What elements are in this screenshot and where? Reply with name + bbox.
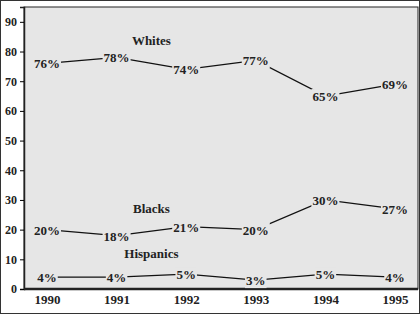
series-line bbox=[47, 274, 395, 280]
data-label-bg bbox=[106, 270, 128, 285]
y-tick-mark bbox=[20, 200, 24, 201]
data-label: 5% bbox=[316, 267, 336, 282]
x-tick: 1990 bbox=[35, 289, 61, 307]
y-tick-label: 10 bbox=[5, 253, 17, 267]
y-tick: 30 bbox=[5, 193, 24, 207]
y-tick-label: 20 bbox=[5, 223, 17, 237]
data-label-bg bbox=[33, 223, 61, 238]
data-label: 76% bbox=[34, 56, 60, 71]
data-label: 65% bbox=[312, 89, 338, 104]
x-tick-label: 1990 bbox=[35, 292, 61, 307]
y-tick: 20 bbox=[5, 223, 24, 237]
y-tick-mark bbox=[20, 230, 24, 231]
data-label-bg bbox=[384, 270, 406, 285]
data-label: 27% bbox=[382, 202, 408, 217]
data-label: 18% bbox=[104, 229, 130, 244]
data-label: 30% bbox=[312, 193, 338, 208]
y-tick-mark bbox=[20, 259, 24, 260]
data-label: 5% bbox=[176, 267, 196, 282]
data-label: 4% bbox=[385, 270, 405, 285]
labels: Whites 76% 78% 74% 77% 65% 69% Blacks 20% 18% 21% 2… bbox=[33, 33, 409, 288]
x-axis: 1990 1991 1992 1993 1994 1995 bbox=[24, 289, 418, 307]
data-label-bg bbox=[36, 270, 58, 285]
y-tick: 40 bbox=[5, 164, 24, 178]
data-label: 20% bbox=[34, 223, 60, 238]
data-label: 77% bbox=[243, 53, 269, 68]
data-label-bg bbox=[33, 56, 61, 71]
x-tick: 1995 bbox=[383, 289, 410, 307]
x-tick: 1992 bbox=[174, 289, 200, 307]
data-label: 4% bbox=[37, 270, 57, 285]
y-tick-label: 70 bbox=[5, 75, 17, 89]
data-label: 21% bbox=[173, 220, 199, 235]
y-tick: 90 bbox=[5, 15, 24, 29]
y-tick-mark bbox=[20, 111, 24, 112]
y-tick-label: 50 bbox=[5, 134, 17, 148]
data-label-bg bbox=[242, 223, 270, 238]
series-label: Blacks bbox=[133, 201, 170, 216]
data-label: 78% bbox=[104, 50, 130, 65]
y-tick-label: 40 bbox=[5, 164, 17, 178]
y-tick-mark bbox=[20, 289, 24, 290]
data-label: 69% bbox=[382, 77, 408, 92]
data-label-bg bbox=[311, 89, 339, 104]
y-tick-mark bbox=[20, 22, 24, 23]
data-label: 74% bbox=[173, 62, 199, 77]
y-tick-label: 30 bbox=[5, 193, 17, 207]
x-tick-label: 1991 bbox=[104, 292, 130, 307]
data-label-bg bbox=[381, 202, 409, 217]
y-tick: 50 bbox=[5, 134, 24, 148]
y-tick-label: 60 bbox=[5, 104, 17, 118]
x-axis-line bbox=[24, 288, 418, 291]
y-tick-label: 80 bbox=[5, 45, 17, 59]
lines bbox=[47, 57, 395, 280]
x-tick-label: 1995 bbox=[383, 292, 410, 307]
series-line bbox=[47, 57, 395, 96]
y-tick-label: 90 bbox=[5, 15, 17, 29]
frame bbox=[1, 1, 420, 314]
y-tick: 60 bbox=[5, 104, 24, 118]
y-tick: 80 bbox=[5, 45, 24, 59]
x-tick: 1991 bbox=[104, 289, 130, 307]
data-label-bg bbox=[311, 193, 339, 208]
x-tick-label: 1992 bbox=[174, 292, 200, 307]
series-label: Hispanics bbox=[124, 246, 178, 261]
chart: 0102030405060708090199019911992199319941… bbox=[0, 0, 420, 314]
data-label-bg bbox=[381, 77, 409, 92]
x-tick-label: 1994 bbox=[313, 292, 340, 307]
data-label-bg bbox=[103, 229, 131, 244]
y-tick: 10 bbox=[5, 253, 24, 267]
y-tick-mark bbox=[20, 52, 24, 53]
y-tick-mark bbox=[20, 141, 24, 142]
data-label: 4% bbox=[107, 270, 127, 285]
series-line bbox=[47, 200, 395, 236]
data-label-bg bbox=[242, 53, 270, 68]
series-label: Whites bbox=[132, 33, 171, 48]
y-tick-mark bbox=[20, 81, 24, 82]
y-axis-line bbox=[20, 8, 25, 290]
x-tick: 1994 bbox=[313, 289, 340, 307]
x-tick: 1993 bbox=[243, 289, 270, 307]
data-label-bg bbox=[245, 273, 267, 288]
data-label: 3% bbox=[246, 273, 266, 288]
y-axis: 0 10 20 30 40 50 60 70 80 90 bbox=[5, 8, 25, 297]
plot-area bbox=[24, 7, 418, 289]
data-label-bg bbox=[175, 267, 197, 282]
y-tick: 70 bbox=[5, 75, 24, 89]
y-tick-mark bbox=[20, 170, 24, 171]
x-tick-label: 1993 bbox=[243, 292, 270, 307]
y-tick-label: 0 bbox=[11, 282, 17, 296]
y-tick: 0 bbox=[11, 282, 24, 296]
data-label-bg bbox=[103, 50, 131, 65]
data-label-bg bbox=[172, 220, 200, 235]
data-label-bg bbox=[172, 62, 200, 77]
data-label: 20% bbox=[243, 223, 269, 238]
data-label-bg bbox=[315, 267, 337, 282]
